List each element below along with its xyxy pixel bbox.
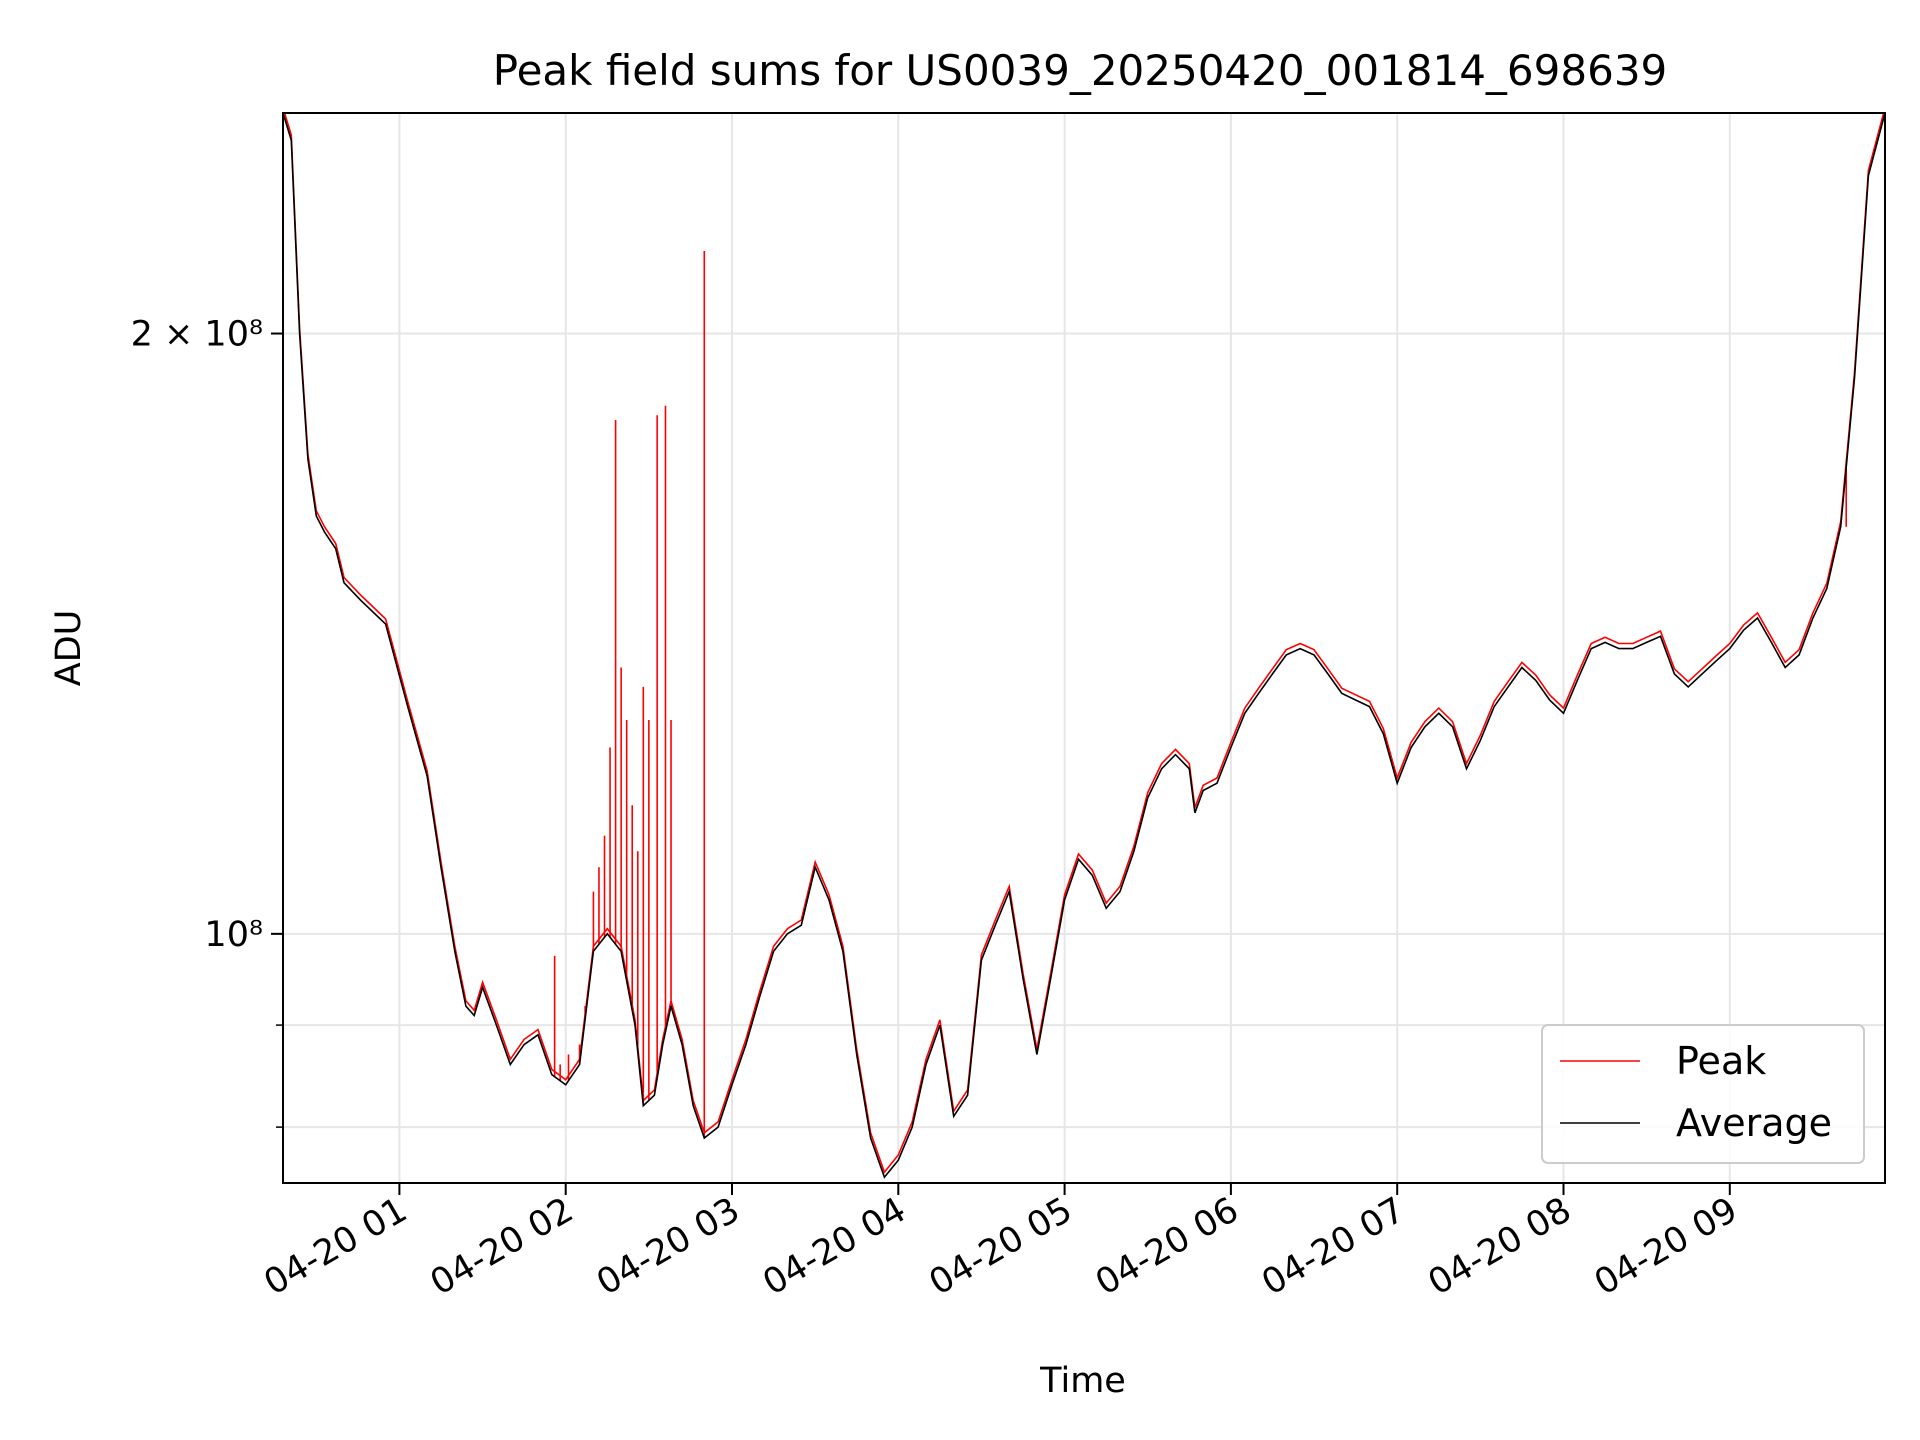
legend-box: [1541, 1024, 1865, 1164]
legend-label-peak: Peak: [1676, 1039, 1766, 1083]
y-tick-label: 10⁸: [204, 915, 263, 955]
y-axis-ticks: 2 × 10⁸ 10⁸: [131, 315, 283, 1128]
legend-label-average: Average: [1676, 1101, 1832, 1145]
plot-frame: [282, 112, 1886, 1184]
average-series-line: [283, 113, 1885, 1179]
series-lines: [283, 113, 1885, 1179]
y-tick-label: 2 × 10⁸: [131, 315, 263, 355]
chart-title: Peak field sums for US0039_20250420_0018…: [493, 46, 1668, 95]
peak-series-line: [283, 113, 1885, 1174]
y-axis-label: ADU: [49, 610, 89, 687]
legend: Peak Average: [1541, 1024, 1865, 1164]
x-axis-label: Time: [1039, 1361, 1126, 1401]
